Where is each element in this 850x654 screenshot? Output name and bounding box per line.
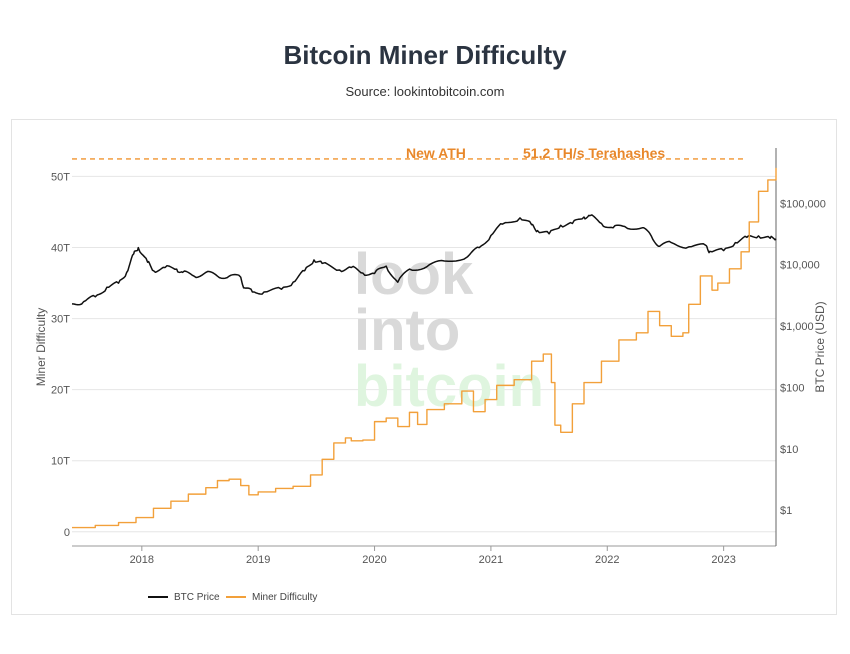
axes: [72, 148, 777, 551]
watermark-look: look: [354, 242, 474, 307]
y-right-tick-label: $100,000: [780, 198, 826, 210]
x-tick-label: 2021: [479, 554, 503, 566]
chart-source: Source: lookintobitcoin.com: [345, 84, 505, 99]
x-tick-label: 2023: [711, 554, 735, 566]
y-left-tick-label: 0: [64, 527, 70, 539]
y-left-tick-label: 30T: [51, 314, 70, 326]
y-right-tick-label: $1: [780, 505, 792, 517]
legend-label-miner-difficulty[interactable]: Miner Difficulty: [252, 592, 317, 603]
ath-label: New ATH: [406, 145, 466, 161]
series-line-miner-difficulty: [72, 167, 777, 529]
x-tick-label: 2022: [595, 554, 619, 566]
watermark-into: into: [354, 298, 460, 363]
y-left-axis-label: Miner Difficulty: [34, 308, 48, 386]
y-left-tick-label: 50T: [51, 171, 70, 183]
legend: BTC Price Miner Difficulty: [148, 592, 317, 603]
tick-labels: 0 10T 20T 30T 40T 50T $1 $10 $100 $1,000 $10,000 $1…: [51, 171, 826, 566]
series-group: [71, 167, 777, 529]
y-right-tick-label: $10: [780, 444, 798, 456]
x-tick-label: 2020: [362, 554, 386, 566]
y-right-tick-label: $10,000: [780, 260, 820, 272]
chart-frame: [11, 119, 837, 615]
y-right-axis-label: BTC Price (USD): [813, 301, 827, 392]
grid-lines: [72, 175, 776, 533]
watermark: look into bitcoin: [354, 242, 544, 419]
series-line-btc-price: [71, 214, 777, 306]
ath-value-label: 51.2 TH/s Terahashes: [523, 145, 665, 161]
chart-title: Bitcoin Miner Difficulty: [283, 40, 567, 70]
y-left-tick-label: 40T: [51, 243, 70, 255]
x-tick-label: 2019: [246, 554, 270, 566]
y-right-tick-label: $100: [780, 382, 804, 394]
x-tick-label: 2018: [130, 554, 154, 566]
y-left-tick-label: 10T: [51, 456, 70, 468]
y-left-tick-label: 20T: [51, 385, 70, 397]
watermark-bitcoin: bitcoin: [354, 354, 544, 419]
legend-label-btc-price[interactable]: BTC Price: [174, 592, 220, 603]
y-right-tick-label: $1,000: [780, 321, 814, 333]
